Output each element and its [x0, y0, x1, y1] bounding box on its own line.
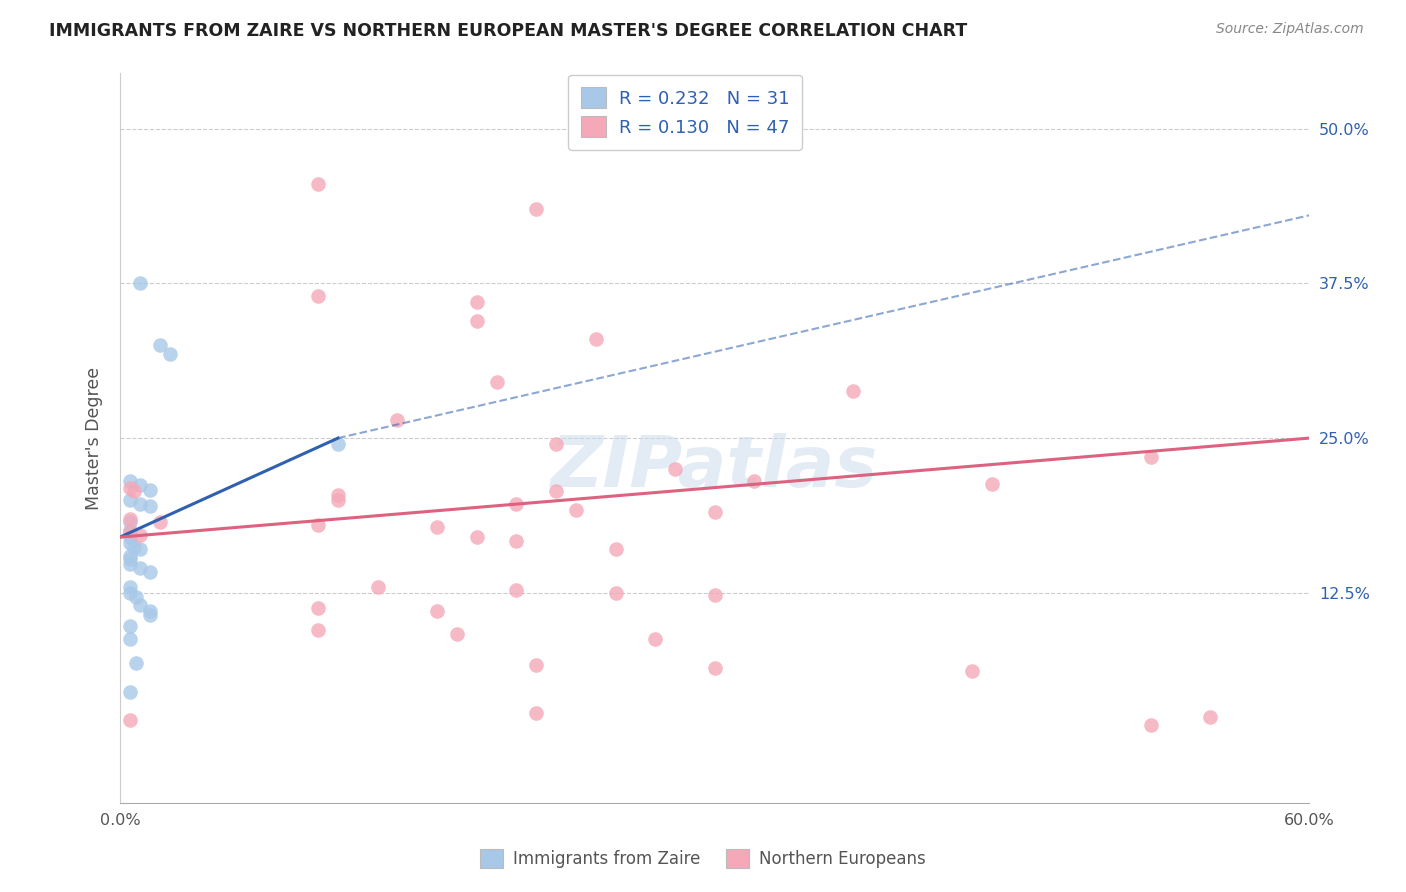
Point: [1139, 718, 1161, 732]
Text: ZIPatlas: ZIPatlas: [551, 433, 879, 502]
Point: [465, 313, 488, 327]
Point: [138, 483, 160, 497]
Point: [742, 475, 765, 489]
Point: [118, 511, 141, 525]
Point: [125, 590, 148, 604]
Point: [664, 462, 686, 476]
Point: [118, 632, 141, 646]
Point: [122, 540, 145, 554]
Y-axis label: Master's Degree: Master's Degree: [86, 367, 103, 509]
Point: [981, 476, 1004, 491]
Point: [307, 600, 329, 615]
Point: [505, 533, 527, 548]
Point: [138, 499, 160, 513]
Point: [149, 338, 172, 352]
Point: [138, 565, 160, 579]
Point: [128, 598, 150, 612]
Point: [605, 586, 627, 600]
Point: [446, 626, 468, 640]
Point: [524, 657, 547, 672]
Point: [128, 527, 150, 541]
Point: [128, 277, 150, 291]
Point: [367, 580, 389, 594]
Point: [605, 542, 627, 557]
Point: [644, 632, 666, 646]
Point: [703, 505, 725, 519]
Point: [138, 604, 160, 618]
Point: [118, 524, 141, 538]
Point: [128, 478, 150, 492]
Point: [118, 685, 141, 699]
Point: [159, 347, 181, 361]
Point: [307, 623, 329, 637]
Point: [128, 497, 150, 511]
Point: [326, 488, 349, 502]
Point: [122, 484, 145, 499]
Point: [118, 580, 141, 594]
Point: [505, 583, 527, 598]
Text: IMMIGRANTS FROM ZAIRE VS NORTHERN EUROPEAN MASTER'S DEGREE CORRELATION CHART: IMMIGRANTS FROM ZAIRE VS NORTHERN EUROPE…: [49, 22, 967, 40]
Point: [118, 549, 141, 563]
Point: [118, 714, 141, 728]
Point: [128, 542, 150, 557]
Text: Source: ZipAtlas.com: Source: ZipAtlas.com: [1216, 22, 1364, 37]
Point: [118, 481, 141, 495]
Point: [128, 561, 150, 575]
Point: [544, 437, 567, 451]
Legend: Immigrants from Zaire, Northern Europeans: Immigrants from Zaire, Northern European…: [474, 842, 932, 875]
Point: [387, 412, 409, 426]
Point: [524, 706, 547, 720]
Point: [465, 295, 488, 310]
Point: [505, 497, 527, 511]
Point: [426, 520, 449, 534]
Point: [465, 530, 488, 544]
Point: [1199, 709, 1222, 723]
Point: [703, 588, 725, 602]
Point: [544, 484, 567, 499]
Point: [1139, 450, 1161, 464]
Point: [703, 661, 725, 675]
Point: [326, 437, 349, 451]
Point: [118, 475, 141, 489]
Point: [842, 384, 865, 398]
Legend: R = 0.232   N = 31, R = 0.130   N = 47: R = 0.232 N = 31, R = 0.130 N = 47: [568, 75, 801, 150]
Point: [307, 178, 329, 192]
Point: [118, 524, 141, 538]
Point: [307, 517, 329, 532]
Point: [565, 503, 588, 517]
Point: [326, 493, 349, 508]
Point: [524, 202, 547, 216]
Point: [485, 376, 508, 390]
Point: [307, 289, 329, 303]
Point: [118, 558, 141, 572]
Point: [962, 664, 984, 678]
Point: [118, 552, 141, 566]
Point: [118, 530, 141, 544]
Point: [118, 515, 141, 529]
Point: [118, 619, 141, 633]
Point: [118, 586, 141, 600]
Point: [149, 515, 172, 529]
Point: [138, 608, 160, 623]
Point: [118, 536, 141, 550]
Point: [426, 604, 449, 618]
Point: [585, 332, 607, 346]
Point: [125, 657, 148, 671]
Point: [118, 493, 141, 508]
